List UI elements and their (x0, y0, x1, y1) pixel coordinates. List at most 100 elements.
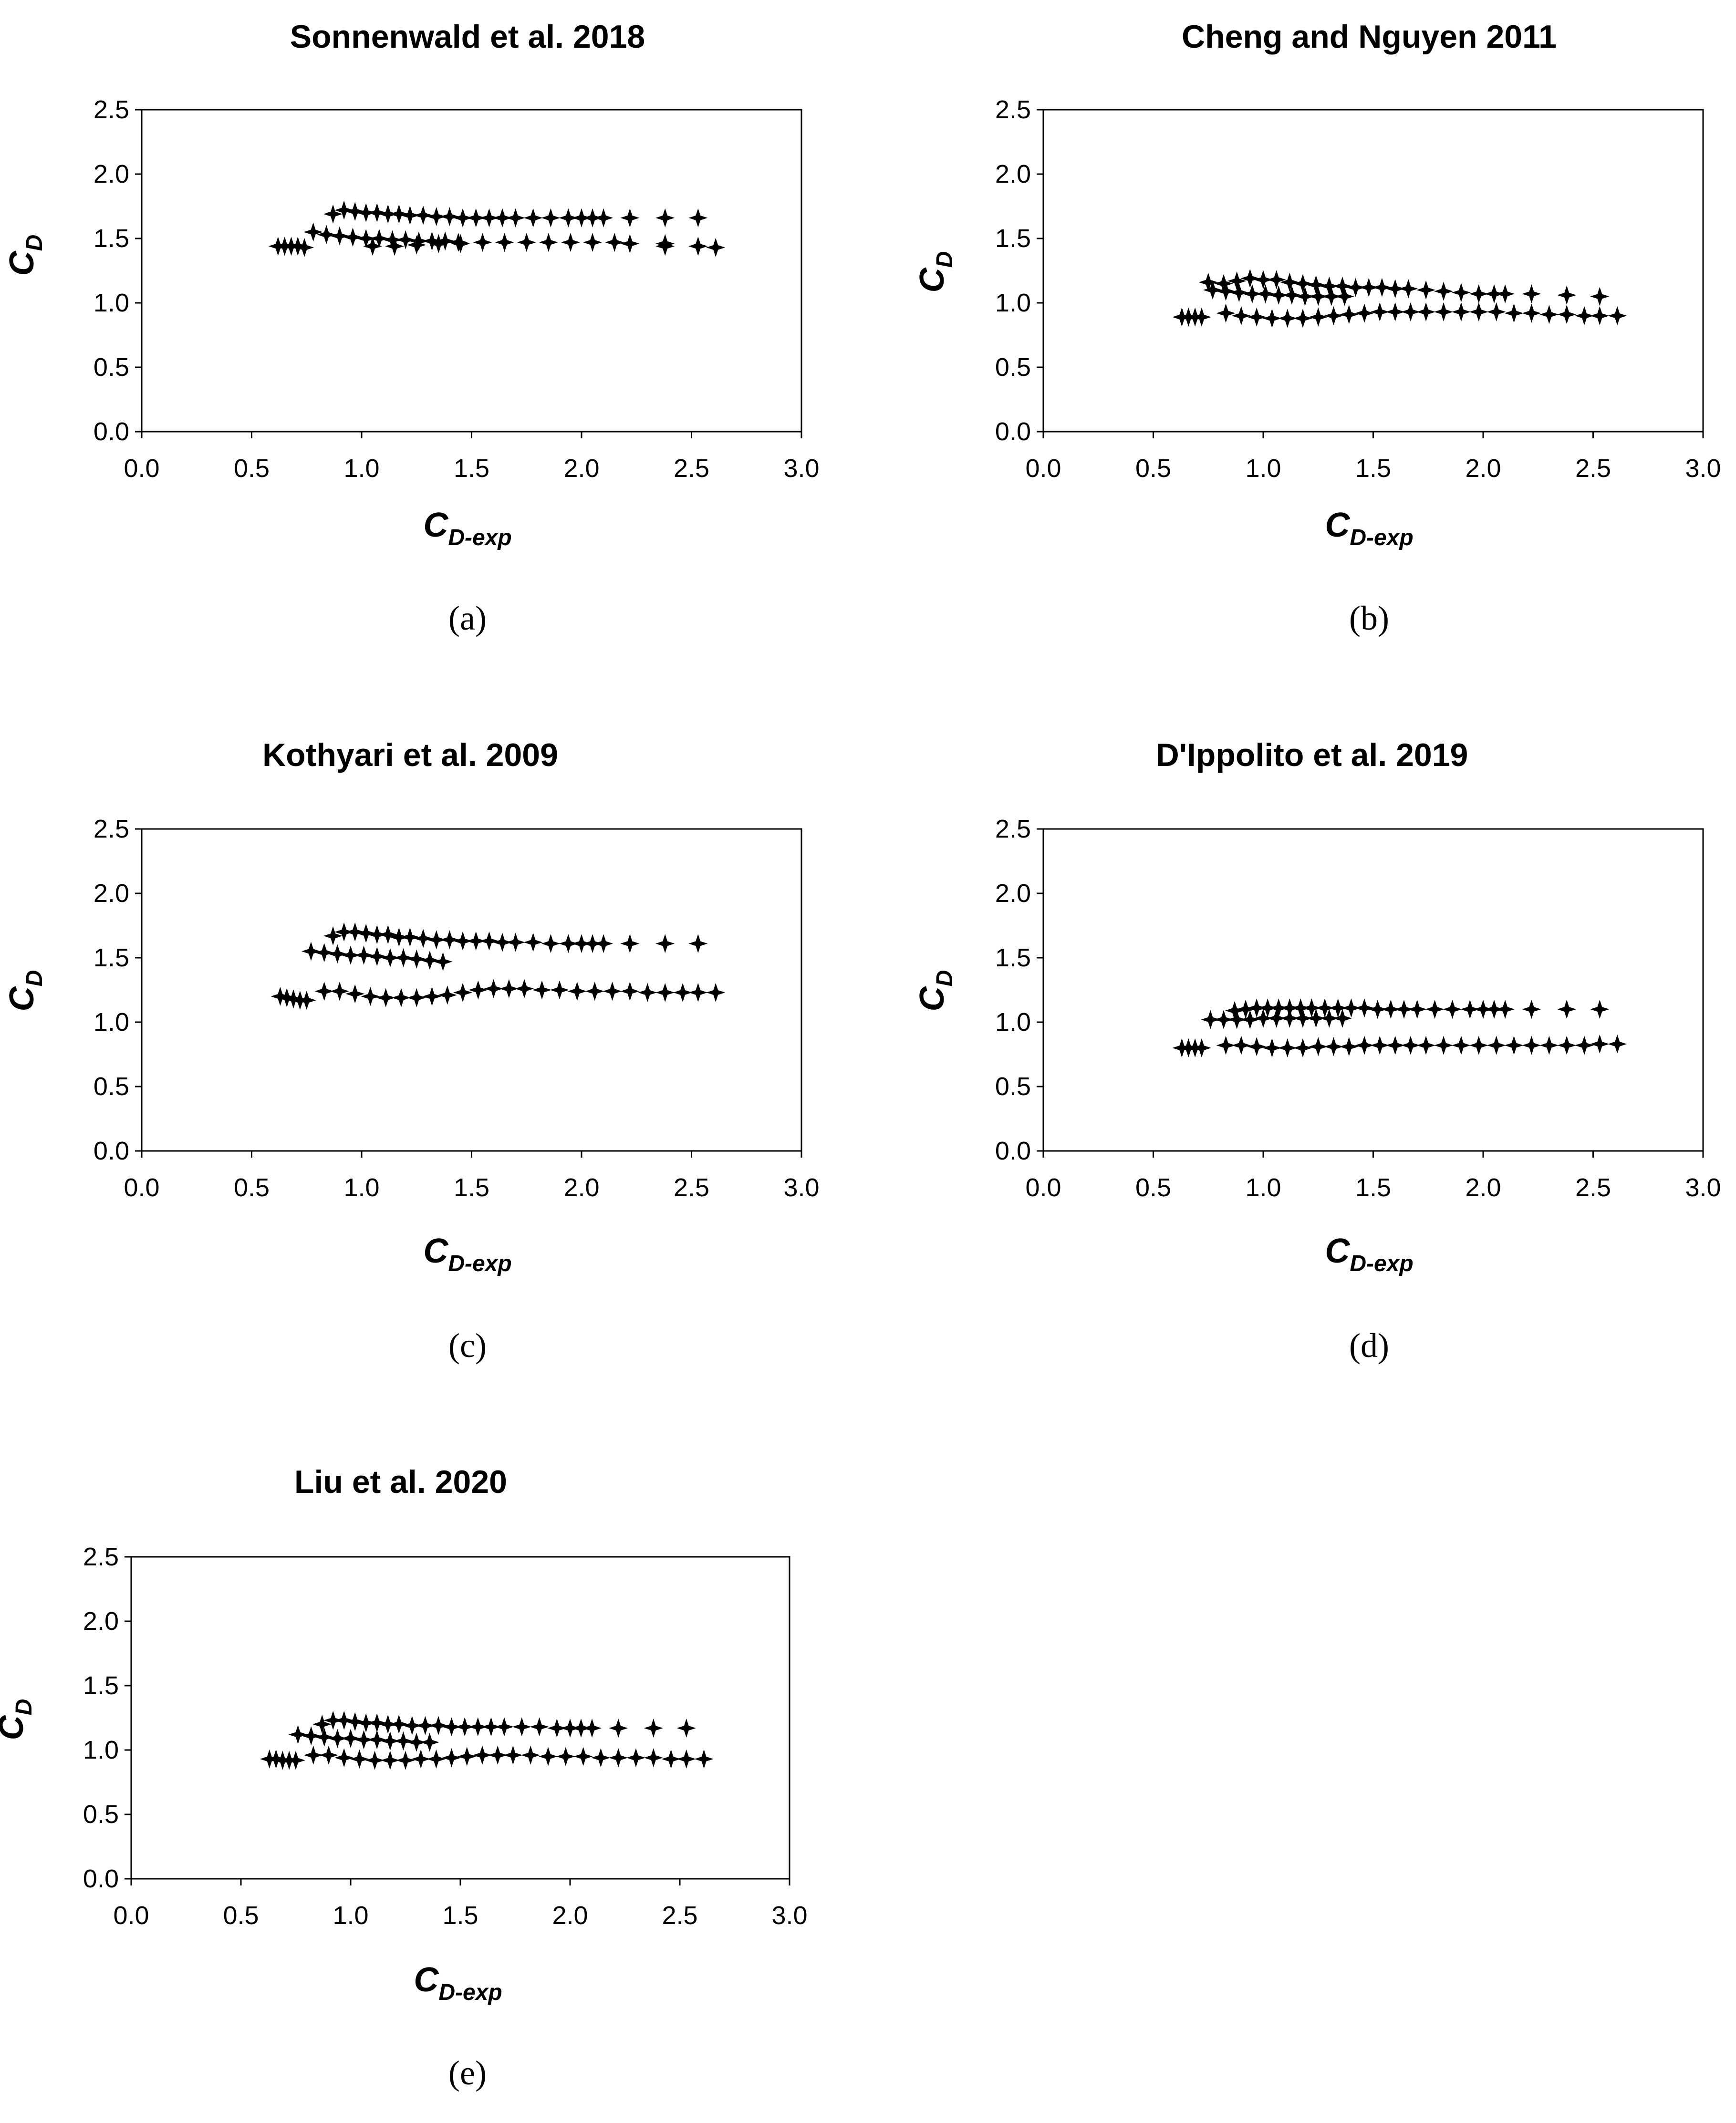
data-point (1254, 270, 1273, 290)
data-point (1269, 285, 1289, 305)
data-point (1227, 1010, 1247, 1029)
data-point (572, 1719, 591, 1738)
data-point (345, 922, 365, 942)
y-tick-label: 1.0 (995, 289, 1031, 317)
data-point (1539, 305, 1559, 324)
data-point (1485, 1000, 1504, 1019)
data-point (354, 945, 374, 965)
data-point (457, 1747, 477, 1766)
data-point (1407, 1000, 1427, 1019)
data-point (594, 208, 613, 228)
data-point (453, 983, 473, 1002)
y-tick-label: 0.0 (94, 417, 129, 446)
y-tick-label: 0.5 (94, 1072, 129, 1101)
x-tick-label: 3.0 (1685, 454, 1721, 483)
data-series-3 (323, 922, 708, 953)
data-point (1192, 307, 1211, 327)
data-point (1328, 998, 1348, 1018)
data-point (488, 1745, 508, 1765)
x-tick-label: 2.0 (552, 1901, 588, 1930)
data-point (1324, 306, 1343, 325)
data-point (356, 229, 376, 248)
data-series-2 (268, 234, 726, 257)
data-point (411, 1749, 431, 1769)
data-point (350, 1749, 369, 1769)
data-point (1474, 1000, 1493, 1019)
plot-area (1042, 828, 1704, 1152)
data-point (266, 1749, 286, 1769)
data-point (1216, 1036, 1236, 1055)
data-point (436, 231, 455, 251)
x-tick-label: 1.5 (454, 454, 489, 483)
data-point (1341, 998, 1361, 1018)
data-point (380, 1731, 400, 1751)
y-tick-label: 2.5 (94, 815, 129, 843)
data-point (603, 982, 622, 1001)
data-series-1 (270, 979, 726, 1010)
data-point (453, 931, 473, 951)
y-tick-label: 1.0 (83, 1736, 119, 1764)
y-tick-label: 1.5 (94, 224, 129, 253)
data-point (503, 1745, 523, 1765)
data-point (609, 1748, 628, 1768)
data-point (1201, 1010, 1220, 1029)
data-series-3 (1225, 998, 1610, 1020)
data-point (341, 945, 360, 965)
data-point (396, 1750, 415, 1770)
data-point (523, 208, 543, 228)
data-point (468, 980, 488, 1000)
data-point (1293, 1008, 1312, 1028)
x-tick-label: 0.0 (1025, 454, 1061, 483)
y-tick-label: 2.0 (995, 879, 1031, 908)
data-point (367, 203, 387, 222)
data-point (323, 926, 343, 946)
data-point (1247, 1037, 1267, 1056)
data-point (1434, 302, 1453, 321)
y-axis-label: CD (0, 1699, 37, 1740)
x-tick-label: 0.5 (234, 1173, 270, 1202)
data-point (1451, 283, 1471, 302)
y-tick-label: 1.5 (94, 943, 129, 972)
data-point (512, 1717, 531, 1737)
data-point (345, 984, 365, 1004)
y-tick-label: 1.0 (94, 289, 129, 317)
data-point (1590, 1034, 1610, 1054)
data-point (1487, 1036, 1506, 1055)
data-point (442, 1748, 461, 1768)
data-series-2 (288, 1725, 439, 1752)
data-point (328, 944, 347, 963)
data-point (673, 983, 693, 1002)
data-point (284, 989, 303, 1009)
data-point (539, 1747, 558, 1766)
y-axis-label: CD (913, 251, 957, 293)
data-point (422, 231, 442, 251)
data-point (1539, 1036, 1559, 1055)
data-series-3 (312, 1710, 696, 1738)
data-point (1370, 1036, 1390, 1055)
y-tick-label: 1.5 (995, 224, 1031, 253)
data-point (1216, 281, 1236, 301)
x-tick-label: 2.0 (563, 1173, 599, 1202)
data-point (466, 208, 486, 228)
data-point (1236, 1000, 1256, 1019)
data-point (1522, 303, 1541, 323)
data-point (1267, 270, 1286, 290)
data-point (407, 949, 426, 969)
data-point (303, 1745, 323, 1765)
data-point (541, 208, 561, 228)
data-series-2 (1203, 280, 1354, 306)
y-tick-label: 2.0 (83, 1607, 119, 1636)
y-tick-label: 0.0 (94, 1137, 129, 1165)
data-point (1485, 284, 1504, 304)
chart-panel-1: Sonnenwald et al. 2018 0.0 0.5 1.0 1.5 2.0 2.5… (3, 19, 820, 637)
data-point (1333, 1008, 1352, 1028)
data-point (380, 948, 400, 967)
data-point (1469, 302, 1488, 321)
data-point (420, 1732, 439, 1752)
data-point (455, 1717, 475, 1737)
data-point (1280, 272, 1299, 292)
data-point (1339, 305, 1359, 324)
data-point (1372, 278, 1392, 297)
data-point (1262, 1038, 1282, 1057)
data-point (1557, 1000, 1577, 1019)
